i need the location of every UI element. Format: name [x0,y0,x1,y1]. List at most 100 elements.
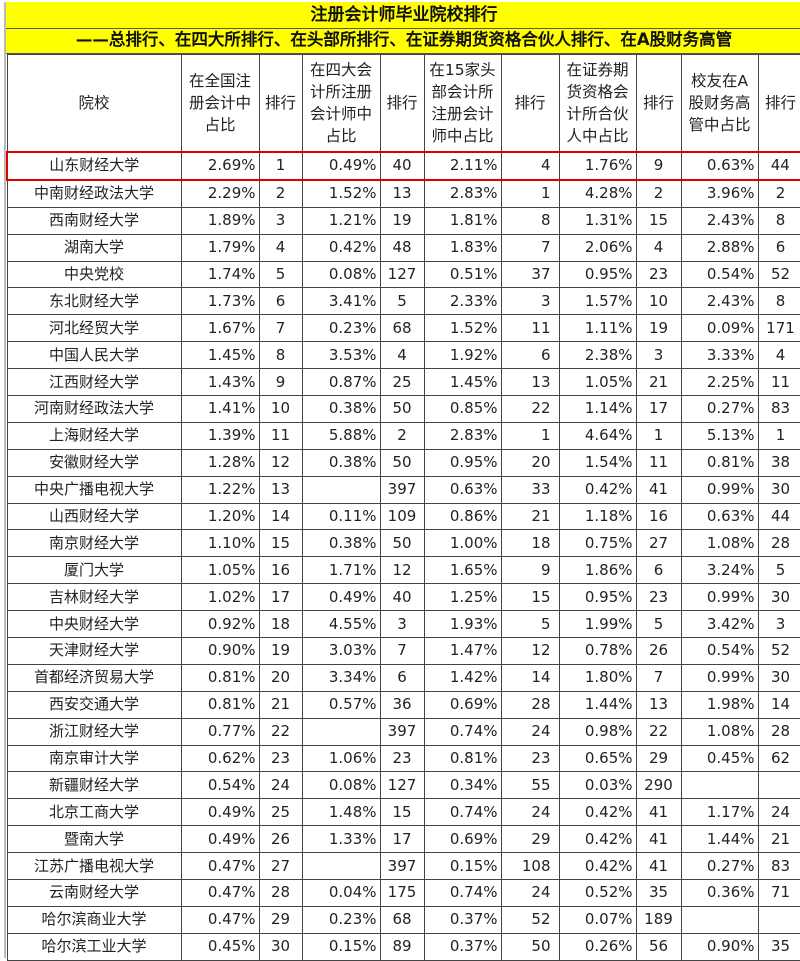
share-cell: 0.42% [558,852,637,881]
share-cell: 0.42% [558,798,637,827]
rank-cell: 28 [757,717,800,746]
rank-cell: 3 [379,610,425,639]
table-row: 新疆财经大学 0.54% 24 0.08% 127 0.34% 55 0.03% 290 [6,771,800,800]
share-cell: 2.29% [180,179,260,208]
share-cell: 0.69% [423,825,502,854]
rank-cell: 7 [379,637,425,665]
rank-cell: 50 [379,395,425,423]
share-cell: 2.11% [423,151,502,181]
table-row: 中央党校 1.74% 5 0.08% 127 0.51% 37 0.95% 23 0.54% 52 [6,260,800,289]
share-cell: 0.81% [180,690,260,719]
rank-cell: 68 [379,905,425,934]
share-cell: 1.08% [680,529,759,558]
share-cell: 2.06% [558,233,637,262]
rank-cell: 20 [500,448,560,477]
column-header: 在15家头部会计所注册会计师中占比 [423,54,502,153]
share-cell: 0.49% [301,151,381,181]
rank-cell: 18 [258,610,303,639]
rank-cell: 41 [635,852,682,881]
share-cell: 3.53% [301,341,381,370]
rank-cell: 6 [635,556,682,585]
share-cell: 3.96% [680,179,759,208]
school-cell: 南京审计大学 [6,744,182,773]
table-row: 河北经贸大学 1.67% 7 0.23% 68 1.52% 11 1.11% 19 0.09% 17… [6,314,800,343]
table-row: 浙江财经大学 0.77% 22 397 0.74% 24 0.98% 22 1.08% 28 [6,717,800,746]
share-cell: 5.13% [680,421,759,450]
school-cell: 暨南大学 [6,825,182,854]
rank-cell: 27 [258,852,303,881]
rank-cell: 21 [635,368,682,397]
share-cell: 0.45% [680,744,759,773]
table-row: 天津财经大学 0.90% 19 3.03% 7 1.47% 12 0.78% 26 0.54% 52 [6,637,800,665]
share-cell: 0.49% [301,583,381,612]
rank-cell: 8 [757,206,800,235]
share-cell: 0.87% [301,368,381,397]
share-cell: 2.83% [423,421,502,450]
school-cell: 江西财经大学 [6,368,182,397]
rank-cell: 20 [258,663,303,692]
rank-cell: 4 [757,341,800,370]
share-cell [301,717,381,746]
share-cell: 1.43% [180,368,260,397]
rank-cell: 18 [500,529,560,558]
rank-cell: 19 [379,206,425,235]
rank-cell: 27 [635,529,682,558]
share-cell: 0.78% [558,637,637,665]
rank-cell: 83 [757,395,800,423]
rank-cell: 1 [500,421,560,450]
rank-cell: 52 [500,905,560,934]
share-cell: 3.24% [680,556,759,585]
rank-cell: 3 [635,341,682,370]
rank-cell: 36 [379,690,425,719]
rank-cell: 30 [258,932,303,961]
rank-cell: 30 [757,475,800,504]
rank-cell: 24 [258,771,303,800]
rank-cell: 22 [635,717,682,746]
share-cell: 3.42% [680,610,759,639]
rank-cell: 2 [258,179,303,208]
share-cell: 1.52% [423,314,502,343]
share-cell: 2.88% [680,233,759,262]
share-cell: 1.20% [180,502,260,531]
share-cell: 1.80% [558,663,637,692]
share-cell: 0.37% [423,905,502,934]
share-cell: 1.28% [180,448,260,477]
share-cell: 0.42% [558,825,637,854]
rank-cell [757,905,800,934]
table-row: 北京工商大学 0.49% 25 1.48% 15 0.74% 24 0.42% 41 1.17% 2… [6,798,800,827]
rank-cell: 189 [635,905,682,934]
rank-cell: 26 [258,825,303,854]
rank-cell: 5 [258,260,303,289]
rank-cell: 10 [258,395,303,423]
column-header: 排行 [500,54,560,153]
rank-cell: 10 [635,287,682,316]
share-cell: 0.51% [423,260,502,289]
column-header: 排行 [757,54,800,153]
school-cell: 上海财经大学 [6,421,182,450]
school-cell: 东北财经大学 [6,287,182,316]
share-cell: 0.23% [301,314,381,343]
share-cell: 0.63% [423,475,502,504]
rank-cell: 56 [635,932,682,961]
share-cell: 0.54% [680,637,759,665]
rank-cell: 3 [258,206,303,235]
school-cell: 山东财经大学 [6,151,182,181]
rank-cell: 8 [258,341,303,370]
share-cell: 0.90% [680,932,759,961]
share-cell: 0.49% [180,825,260,854]
share-cell: 1.86% [558,556,637,585]
rank-cell: 6 [500,341,560,370]
share-cell: 0.08% [301,771,381,800]
rank-cell: 4 [379,341,425,370]
school-cell: 云南财经大学 [6,879,182,907]
rank-cell: 30 [757,663,800,692]
share-cell: 1.10% [180,529,260,558]
share-cell: 0.36% [680,879,759,907]
share-cell: 1.02% [180,583,260,612]
rank-cell: 15 [635,206,682,235]
share-cell: 2.38% [558,341,637,370]
share-cell: 1.54% [558,448,637,477]
rank-cell: 108 [500,852,560,881]
rank-cell: 44 [757,151,800,181]
share-cell: 0.62% [180,744,260,773]
